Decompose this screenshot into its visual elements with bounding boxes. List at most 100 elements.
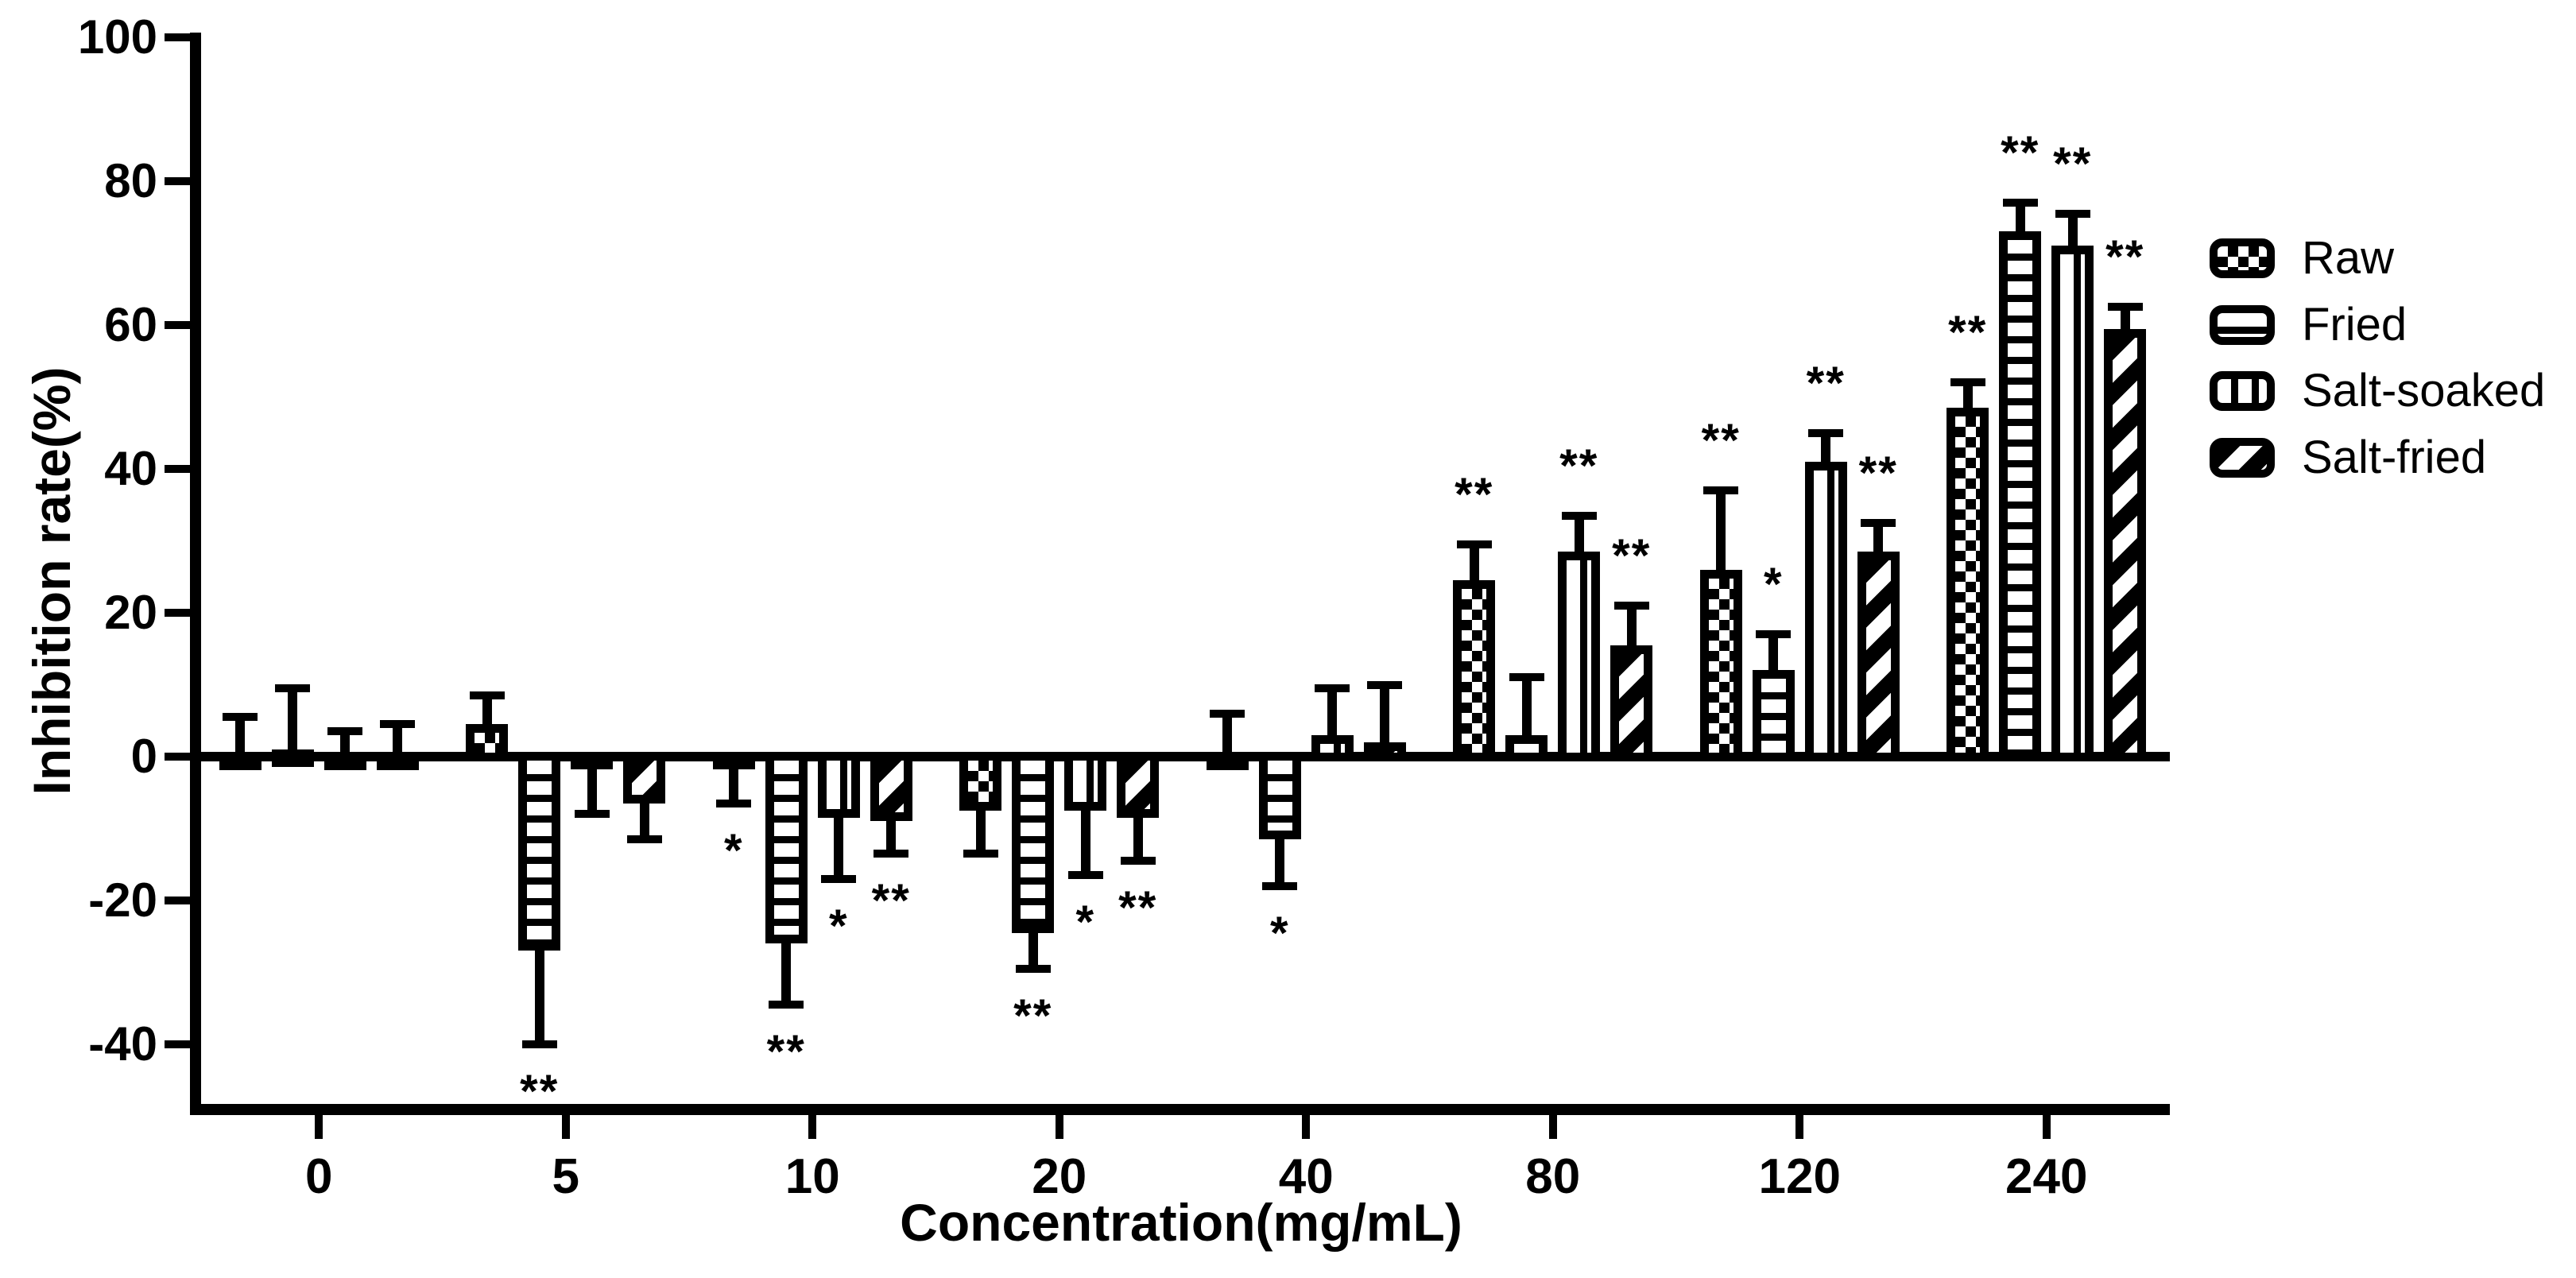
error-bar-stem (1380, 684, 1390, 742)
y-tick-label: 60 (104, 298, 157, 351)
y-tick-label: 100 (77, 10, 157, 64)
bar-fried-40 (1258, 752, 1301, 840)
significance-marker: ** (871, 875, 911, 928)
error-bar-cap (963, 850, 998, 858)
error-bar-cap (1808, 428, 1844, 437)
bar-salt-fried-120 (1857, 552, 1900, 761)
salt-soaked-swatch-icon (2210, 371, 2275, 411)
bar-raw-5 (466, 724, 509, 761)
y-axis-spine (190, 33, 201, 1115)
significance-marker: ** (520, 1066, 560, 1117)
significance-marker: ** (1013, 989, 1053, 1042)
significance-marker: ** (1701, 415, 1741, 467)
error-bar-stem (975, 810, 986, 854)
error-bar-cap (574, 810, 610, 819)
salt-fried-swatch-icon (2210, 437, 2275, 478)
bar-salt-soaked-10 (817, 752, 860, 818)
x-tick-label: 0 (305, 1149, 333, 1204)
fried-swatch-icon (2210, 304, 2275, 345)
x-tick (808, 1115, 817, 1139)
legend-label: Fried (2302, 298, 2407, 350)
error-bar-stem (729, 760, 739, 804)
x-tick-label: 5 (552, 1149, 579, 1204)
error-bar-stem (340, 731, 351, 753)
bar-salt-soaked-20 (1064, 752, 1107, 811)
error-bar-cap (275, 684, 311, 693)
error-bar-cap (1210, 709, 1245, 718)
error-bar-cap (2107, 303, 2143, 312)
error-bar-stem (393, 724, 403, 753)
error-bar-stem (235, 717, 246, 753)
bar-salt-fried-40 (1363, 742, 1406, 761)
significance-marker: * (1075, 897, 1096, 949)
significance-marker: ** (2001, 127, 2040, 180)
significance-marker: ** (2105, 231, 2145, 284)
error-bar-cap (821, 874, 857, 883)
error-bar-cap (2055, 209, 2090, 218)
x-tick (1795, 1115, 1804, 1139)
x-tick (1055, 1115, 1063, 1139)
bar-salt-soaked-40 (1311, 734, 1354, 761)
error-bar-cap (327, 727, 363, 736)
y-tick (165, 33, 190, 41)
error-bar-stem (1521, 677, 1532, 735)
significance-marker: * (1269, 907, 1290, 959)
error-bar-stem (886, 821, 897, 854)
x-tick-label: 10 (784, 1149, 840, 1204)
significance-marker: ** (1612, 529, 1652, 582)
bar-raw-80 (1453, 580, 1496, 761)
error-bar-stem (2067, 213, 2078, 246)
x-tick (2042, 1115, 2051, 1139)
error-bar-stem (1821, 432, 1831, 462)
y-tick-label: 0 (130, 730, 157, 783)
error-bar-stem (781, 943, 792, 1005)
bar-salt-fried-10 (870, 752, 912, 822)
error-bar-stem (2015, 203, 2025, 232)
y-tick (165, 465, 190, 473)
error-bar-cap (1456, 540, 1492, 549)
error-bar-stem (1574, 515, 1584, 552)
x-axis-title: Concentration(mg/mL) (900, 1193, 1462, 1252)
raw-swatch-icon (2210, 238, 2275, 278)
error-bar-stem (1028, 932, 1038, 969)
error-bar-cap (223, 713, 258, 722)
significance-marker: ** (1118, 882, 1158, 935)
bar-salt-fried-5 (623, 752, 666, 804)
error-bar-cap (1015, 964, 1051, 973)
y-tick (165, 609, 190, 617)
error-bar-cap (1509, 673, 1544, 682)
legend-label: Raw (2302, 232, 2395, 284)
y-tick-label: 20 (104, 586, 157, 639)
error-bar-stem (482, 695, 492, 725)
significance-marker: * (828, 900, 849, 952)
y-tick (165, 321, 190, 329)
significance-marker: ** (1455, 469, 1494, 521)
error-bar-cap (2002, 199, 2038, 207)
y-tick (165, 897, 190, 904)
x-tick (315, 1115, 323, 1139)
error-bar-stem (1626, 605, 1637, 645)
error-bar-cap (521, 1040, 557, 1048)
zero-baseline (196, 752, 2170, 761)
error-bar-stem (288, 688, 298, 749)
error-bar-cap (1367, 680, 1403, 689)
bar-fried-80 (1505, 734, 1548, 761)
bar-salt-fried-0 (376, 753, 419, 771)
bar-raw-0 (219, 753, 261, 771)
error-bar-stem (1275, 839, 1285, 886)
significance-marker: ** (2053, 137, 2093, 190)
error-bar-cap (1067, 871, 1103, 880)
bar-fried-5 (518, 752, 561, 951)
error-bar-cap (874, 850, 909, 858)
significance-marker: ** (1948, 307, 1988, 359)
significance-marker: ** (766, 1026, 806, 1079)
error-bar-cap (626, 835, 662, 844)
error-bar-stem (639, 803, 649, 840)
error-bar-stem (1469, 544, 1479, 581)
error-bar-cap (769, 1001, 804, 1009)
y-tick-label: -20 (88, 873, 157, 927)
bar-fried-120 (1752, 670, 1795, 761)
error-bar-stem (1716, 490, 1726, 570)
legend-label: Salt-soaked (2302, 365, 2546, 416)
